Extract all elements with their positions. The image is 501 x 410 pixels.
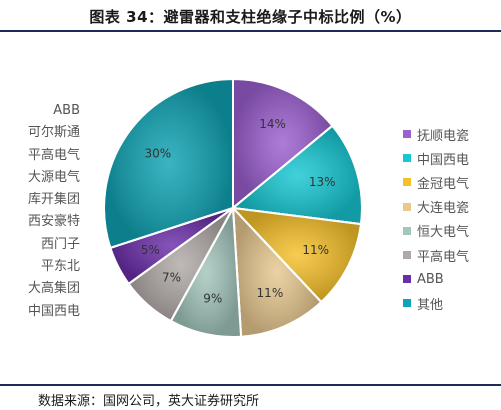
left-legend-item: 可尔斯通 — [27, 125, 80, 141]
legend-entry: 金冠电气 — [403, 170, 469, 194]
top-rule — [0, 30, 501, 32]
legend-entry: 恒大电气 — [403, 219, 469, 243]
left-legend-item: 平东北 — [40, 259, 80, 275]
legend-label: 其他 — [417, 297, 444, 313]
pie-slice-shading — [103, 77, 234, 250]
legend-entry: 其他 — [403, 291, 469, 315]
slice-data-label: 11% — [257, 286, 284, 300]
legend-label: 平高电气 — [417, 249, 470, 265]
slice-data-label: 13% — [309, 175, 336, 189]
left-legend-item: 大高集团 — [27, 281, 80, 297]
legend-swatch — [403, 178, 411, 187]
legend-label: 大连电瓷 — [417, 201, 470, 217]
slice-data-label: 9% — [203, 292, 222, 306]
left-legend-item: 中国西电 — [27, 303, 80, 319]
slice-data-label: 7% — [162, 271, 181, 285]
legend-label: 抚顺电瓷 — [417, 128, 470, 144]
source-note: 数据来源：国网公司，英大证券研究所 — [38, 394, 260, 409]
legend-label: 中国西电 — [417, 152, 470, 168]
pie-slice-shading — [230, 206, 363, 304]
legend-entry: 中国西电 — [403, 146, 469, 170]
legend-swatch — [403, 275, 411, 284]
left-legend-list: ABB 可尔斯通平高电气大源电气库开集团西安豪特西门子平东北大高集团中国西电 — [0, 100, 80, 323]
pie-slice-shading — [232, 77, 334, 211]
legend-entry: ABB — [403, 267, 469, 291]
pie-slice-shading — [230, 124, 363, 226]
legend-entry: 抚顺电瓷 — [403, 122, 469, 146]
pie-legend: 抚顺电瓷中国西电金冠电气大连电瓷恒大电气平高电气 ABB 其他 — [403, 122, 469, 316]
legend-swatch — [403, 130, 411, 139]
slice-data-label: 30% — [145, 146, 172, 160]
bottom-rule — [0, 384, 501, 386]
pie-slice-shading — [231, 205, 323, 338]
legend-label: 金冠电气 — [417, 176, 470, 192]
slice-data-label: 11% — [302, 243, 329, 257]
left-legend-item: 大源电气 — [27, 169, 80, 185]
left-legend-item: ABB — [53, 103, 80, 118]
legend-entry: 平高电气 — [403, 243, 469, 267]
slice-data-label: 5% — [141, 243, 160, 257]
legend-swatch — [403, 202, 411, 211]
slice-data-label: 14% — [259, 117, 286, 131]
legend-swatch — [403, 226, 411, 235]
chart-title: 图表 34：避雷器和支柱绝缘子中标比例（%） — [89, 8, 412, 26]
left-legend-item: 库开集团 — [27, 192, 80, 208]
legend-entry: 大连电瓷 — [403, 195, 469, 219]
left-legend-item: 西门子 — [40, 236, 80, 252]
legend-swatch — [403, 299, 411, 308]
legend-label: ABB — [417, 271, 444, 287]
left-legend-item: 平高电气 — [27, 147, 80, 163]
left-legend-item: 西安豪特 — [27, 214, 80, 230]
legend-swatch — [403, 154, 411, 163]
legend-label: 恒大电气 — [417, 225, 470, 241]
legend-swatch — [403, 251, 411, 260]
